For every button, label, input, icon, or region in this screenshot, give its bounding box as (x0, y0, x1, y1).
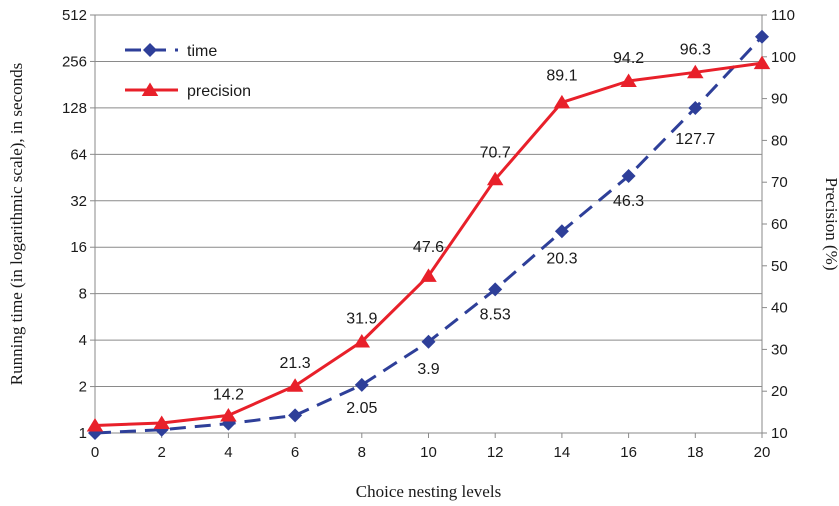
time-data-label: 46.3 (613, 193, 644, 210)
precision-data-point (420, 268, 437, 282)
right-tick-label: 30 (771, 341, 788, 358)
left-tick-label: 128 (62, 100, 87, 117)
x-tick-label: 20 (754, 444, 771, 461)
right-tick-label: 20 (771, 383, 788, 400)
precision-data-label: 14.2 (213, 386, 244, 403)
x-tick-label: 4 (224, 444, 232, 461)
precision-data-label: 21.3 (280, 355, 311, 372)
left-tick-label: 16 (70, 239, 87, 256)
time-data-label: 8.53 (480, 306, 511, 323)
right-tick-label: 60 (771, 216, 788, 233)
right-tick-label: 110 (771, 7, 795, 24)
x-axis-title: Choice nesting levels (356, 482, 501, 501)
precision-data-label: 31.9 (346, 310, 377, 327)
x-tick-label: 2 (158, 444, 166, 461)
legend-time-label: time (187, 43, 217, 60)
time-data-label: 2.05 (346, 400, 377, 417)
left-axis-ticks: 1 2 4 8 16 32 64 128 256 512 (62, 7, 95, 442)
left-tick-label: 32 (70, 193, 87, 210)
legend-precision-marker (141, 82, 159, 96)
right-tick-label: 80 (771, 132, 788, 149)
precision-data-point (553, 94, 571, 109)
time-data-point (421, 334, 436, 349)
x-tick-label: 18 (687, 444, 704, 461)
precision-data-point (353, 333, 371, 348)
precision-data-point (286, 378, 304, 392)
x-tick-label: 0 (91, 444, 99, 461)
precision-data-point (86, 417, 104, 432)
precision-data-point (220, 407, 237, 422)
time-data-point (488, 282, 503, 297)
precision-data-label: 47.6 (413, 239, 444, 256)
precision-data-label: 96.3 (680, 41, 711, 58)
right-axis-ticks: 10 20 30 40 50 60 70 80 90 100 110 (762, 7, 796, 442)
legend-precision-label: precision (187, 83, 251, 100)
precision-data-point (153, 415, 170, 429)
left-tick-label: 256 (62, 53, 87, 70)
right-tick-label: 70 (771, 174, 788, 191)
time-data-point (688, 101, 703, 116)
x-tick-label: 10 (420, 444, 437, 461)
left-tick-label: 4 (79, 332, 87, 349)
series-layer (86, 29, 771, 440)
grid (95, 14, 762, 434)
time-data-point (288, 408, 303, 423)
x-tick-label: 12 (487, 444, 504, 461)
left-tick-label: 64 (70, 146, 87, 163)
right-tick-label: 40 (771, 300, 788, 317)
data-labels: 2.05 3.9 8.53 20.3 46.3 127.7 14.2 21.3 31.9 47.6… (213, 41, 716, 417)
right-tick-label: 10 (771, 425, 788, 442)
time-data-label: 20.3 (546, 250, 577, 267)
right-tick-label: 50 (771, 258, 788, 275)
precision-data-label: 94.2 (613, 50, 644, 67)
time-data-point (354, 377, 369, 392)
precision-data-label: 89.1 (546, 67, 577, 84)
right-tick-label: 90 (771, 91, 788, 108)
left-tick-label: 512 (62, 7, 87, 24)
precision-data-point (486, 171, 504, 186)
x-axis-ticks: 0 2 4 6 8 10 12 14 16 18 20 (91, 433, 771, 461)
precision-data-point (753, 55, 771, 70)
y-left-axis-title: Running time (in logarithmic scale), in … (7, 63, 26, 385)
precision-data-point (687, 64, 704, 79)
time-data-point (621, 169, 636, 184)
x-tick-label: 6 (291, 444, 299, 461)
precision-data-point (620, 73, 637, 88)
time-data-label: 3.9 (417, 361, 439, 378)
time-data-label: 127.7 (675, 131, 715, 148)
left-tick-label: 2 (79, 379, 87, 396)
legend: time precision (125, 43, 251, 100)
right-tick-label: 100 (771, 49, 796, 66)
x-tick-label: 14 (554, 444, 571, 461)
x-tick-label: 8 (358, 444, 366, 461)
legend-time-marker (143, 43, 157, 57)
y-right-axis-title: Precision (%) (822, 177, 839, 270)
time-data-point (554, 224, 569, 239)
time-data-point (755, 29, 769, 44)
left-tick-label: 1 (79, 425, 87, 442)
precision-data-label: 70.7 (480, 144, 511, 161)
x-tick-label: 16 (620, 444, 637, 461)
left-tick-label: 8 (79, 286, 87, 303)
